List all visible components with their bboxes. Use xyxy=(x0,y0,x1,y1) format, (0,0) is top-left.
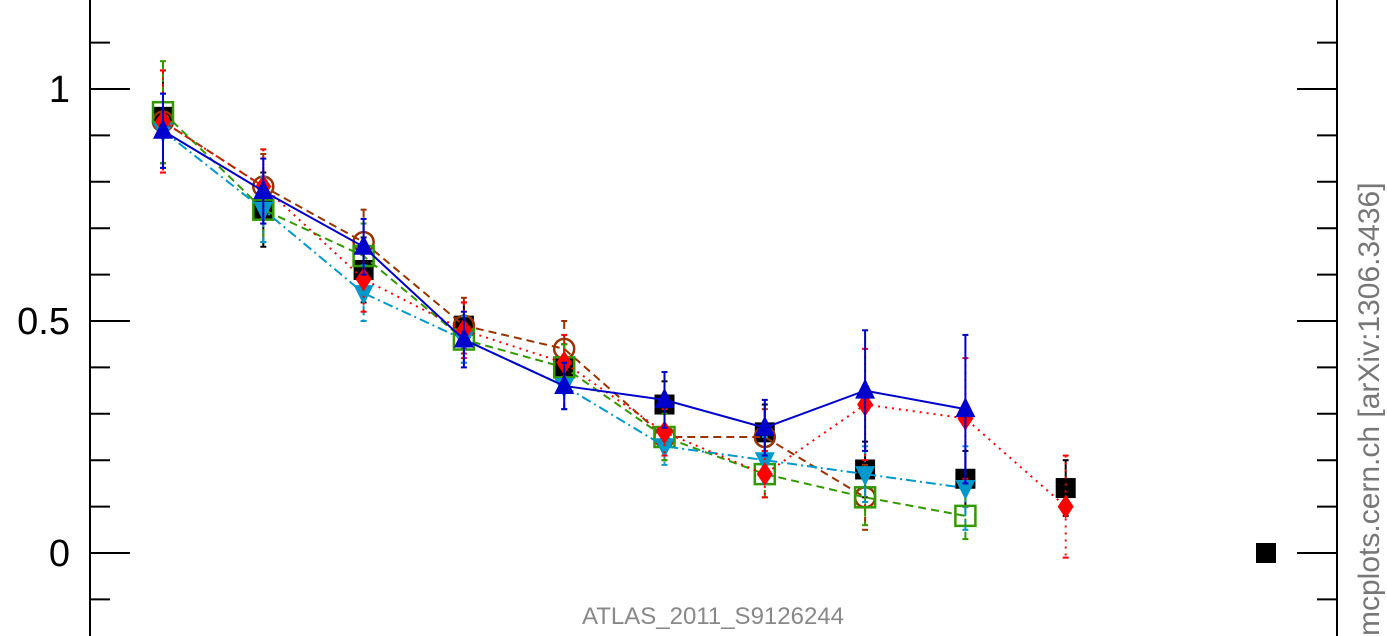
data-point xyxy=(253,179,274,200)
side-credit-label: mcplots.cern.ch [arXiv:1306.3436] xyxy=(1353,182,1386,636)
data-point xyxy=(153,118,173,139)
data-point xyxy=(656,420,673,445)
data-point xyxy=(353,285,374,306)
data-point xyxy=(654,438,675,459)
series-line xyxy=(162,120,1067,508)
y-tick-label: 0.5 xyxy=(17,301,70,343)
series-layer xyxy=(151,60,1076,559)
legend-marker xyxy=(1256,543,1276,563)
y-tick-label: 1 xyxy=(49,69,70,111)
series-line xyxy=(162,129,966,490)
axes: 00.51 xyxy=(17,0,1338,636)
series-line xyxy=(162,120,866,499)
series-5 xyxy=(153,92,976,485)
data-point xyxy=(1055,478,1076,499)
data-point xyxy=(355,267,372,292)
data-point xyxy=(1057,494,1074,519)
data-point xyxy=(756,462,773,487)
watermark-label: ATLAS_2011_S9126244 xyxy=(582,603,844,630)
series-2 xyxy=(151,60,977,541)
series-line xyxy=(162,111,966,517)
series-0 xyxy=(153,69,1076,517)
data-point xyxy=(855,378,876,399)
y-tick-label: 0 xyxy=(49,533,70,575)
data-point xyxy=(654,387,675,408)
data-point xyxy=(955,480,976,501)
data-point xyxy=(453,327,474,348)
series-4 xyxy=(155,69,1074,559)
data-point xyxy=(554,373,575,394)
data-point xyxy=(954,504,977,528)
data-point xyxy=(754,415,775,436)
series-3 xyxy=(153,92,976,531)
data-point xyxy=(353,234,374,255)
data-point xyxy=(955,397,976,418)
data-point xyxy=(855,466,876,487)
